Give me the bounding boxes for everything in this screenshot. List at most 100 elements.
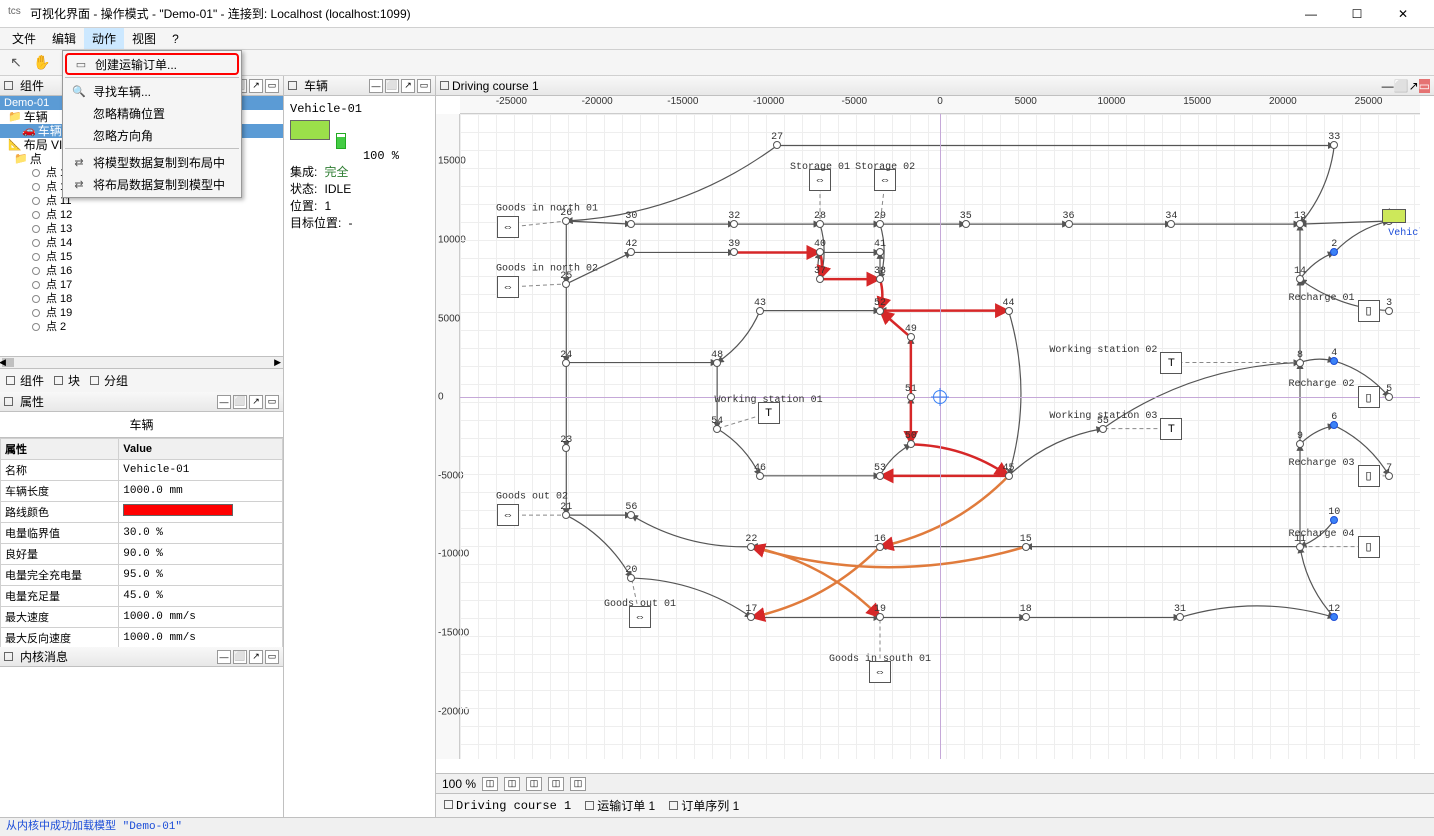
tab-orders[interactable]: 运输订单 1 bbox=[585, 797, 655, 814]
prop-row[interactable]: 电量充足量45.0 % bbox=[1, 586, 283, 607]
vehicle-marker[interactable] bbox=[1382, 209, 1406, 223]
zoom-btn[interactable]: ◫ bbox=[570, 777, 586, 791]
tool-pan[interactable]: ✋ bbox=[30, 52, 54, 74]
tree-point[interactable]: 点 16 bbox=[0, 264, 283, 278]
close-button[interactable]: ✕ bbox=[1380, 0, 1426, 28]
zoom-btn[interactable]: ◫ bbox=[526, 777, 542, 791]
location-box[interactable]: ▯ bbox=[1358, 536, 1380, 558]
location-box[interactable]: ▯ bbox=[1358, 300, 1380, 322]
panel-max-icon[interactable]: ⬜ bbox=[385, 79, 399, 93]
panel-min-icon[interactable]: — bbox=[217, 650, 231, 664]
node-label: 17 bbox=[745, 604, 757, 615]
panel-title: 组件 bbox=[20, 77, 44, 94]
menu-file[interactable]: 文件 bbox=[4, 28, 44, 49]
panel-max-icon[interactable]: ⬜ bbox=[233, 650, 247, 664]
panel-close-icon[interactable]: ▭ bbox=[265, 79, 279, 93]
panel-close-icon[interactable]: ▭ bbox=[265, 650, 279, 664]
tree-point[interactable]: 点 12 bbox=[0, 208, 283, 222]
tool-select[interactable]: ↖ bbox=[4, 52, 28, 74]
node-label: 10 bbox=[1328, 507, 1340, 518]
location-box[interactable]: ▯ bbox=[1358, 386, 1380, 408]
prop-row[interactable]: 良好量90.0 % bbox=[1, 544, 283, 565]
tab-groups[interactable]: 分组 bbox=[90, 372, 128, 389]
node-label: 49 bbox=[905, 324, 917, 335]
panel-ext-icon[interactable]: ↗ bbox=[249, 79, 263, 93]
panel-ext-icon[interactable]: ↗ bbox=[249, 650, 263, 664]
prop-row[interactable]: 电量完全充电量95.0 % bbox=[1, 565, 283, 586]
node-label: 45 bbox=[1003, 463, 1015, 474]
zoom-btn[interactable]: ◫ bbox=[504, 777, 520, 791]
location-box[interactable]: ▯ bbox=[1358, 465, 1380, 487]
veh-int-lbl: 集成: bbox=[290, 165, 317, 179]
location-label: Storage 02 bbox=[855, 162, 915, 173]
node-label: 40 bbox=[814, 239, 826, 250]
panel-max-icon[interactable]: ⬜ bbox=[233, 395, 247, 409]
props-table[interactable]: 属性Value 名称Vehicle-01车辆长度1000.0 mm路线颜色电量临… bbox=[0, 438, 283, 647]
location-label: Goods in north 02 bbox=[496, 264, 598, 275]
tab-sequences[interactable]: 订单序列 1 bbox=[669, 797, 739, 814]
tree-point[interactable]: 点 2 bbox=[0, 320, 283, 334]
location-box[interactable]: ⇔ bbox=[497, 216, 519, 238]
location-label: Storage 01 bbox=[790, 162, 850, 173]
dd-label: 将布局数据复制到模型中 bbox=[93, 176, 225, 193]
minimize-button[interactable]: — bbox=[1288, 0, 1334, 28]
dd-ignore-orient[interactable]: 忽略方向角 bbox=[65, 124, 239, 146]
panel-min-icon[interactable]: — bbox=[217, 395, 231, 409]
location-box[interactable]: T bbox=[1160, 418, 1182, 440]
prop-row[interactable]: 路线颜色 bbox=[1, 502, 283, 523]
action-dropdown: ▭创建运输订单... 🔍寻找车辆... 忽略精确位置 忽略方向角 ⇄将模型数据复… bbox=[62, 50, 242, 198]
menu-edit[interactable]: 编辑 bbox=[44, 28, 84, 49]
zoom-btn[interactable]: ◫ bbox=[548, 777, 564, 791]
panel-ext-icon[interactable]: ↗ bbox=[1409, 79, 1419, 93]
tree-point[interactable]: 点 17 bbox=[0, 278, 283, 292]
ruler-horizontal: -25000-20000-15000-10000-500005000100001… bbox=[460, 96, 1420, 114]
prop-row[interactable]: 名称Vehicle-01 bbox=[1, 460, 283, 481]
tree-point[interactable]: 点 14 bbox=[0, 236, 283, 250]
node-label: 23 bbox=[560, 434, 572, 445]
location-box[interactable]: ⇔ bbox=[497, 276, 519, 298]
panel-min-icon[interactable]: — bbox=[1382, 79, 1394, 93]
panel-close-icon[interactable]: ▭ bbox=[1419, 79, 1430, 93]
maximize-button[interactable]: ☐ bbox=[1334, 0, 1380, 28]
properties-header: 属性 —⬜↗▭ bbox=[0, 392, 283, 412]
tab-blocks[interactable]: 块 bbox=[54, 372, 80, 389]
dd-find-vehicle[interactable]: 🔍寻找车辆... bbox=[65, 80, 239, 102]
menu-action[interactable]: 动作 bbox=[84, 28, 124, 49]
location-box[interactable]: T bbox=[1160, 352, 1182, 374]
tree-point[interactable]: 点 19 bbox=[0, 306, 283, 320]
panel-max-icon[interactable]: ⬜ bbox=[1394, 79, 1409, 93]
dd-copy-l2m[interactable]: ⇄将布局数据复制到模型中 bbox=[65, 173, 239, 195]
tree-point[interactable]: 点 13 bbox=[0, 222, 283, 236]
panel-min-icon[interactable]: — bbox=[369, 79, 383, 93]
prop-row[interactable]: 电量临界值30.0 % bbox=[1, 523, 283, 544]
dd-ignore-pos[interactable]: 忽略精确位置 bbox=[65, 102, 239, 124]
prop-row[interactable]: 最大速度1000.0 mm/s bbox=[1, 607, 283, 628]
tree-hscroll[interactable]: ▶◀ bbox=[0, 356, 283, 368]
panel-ext-icon[interactable]: ↗ bbox=[249, 395, 263, 409]
prop-row[interactable]: 最大反向速度1000.0 mm/s bbox=[1, 628, 283, 648]
panel-close-icon[interactable]: ▭ bbox=[417, 79, 431, 93]
course-canvas[interactable]: ⇔Storage 01⇔Storage 02⇔Goods in north 01… bbox=[460, 114, 1420, 759]
prop-row[interactable]: 车辆长度1000.0 mm bbox=[1, 481, 283, 502]
course-canvas-wrap: -25000-20000-15000-10000-500005000100001… bbox=[436, 96, 1434, 773]
menu-help[interactable]: ? bbox=[164, 30, 187, 48]
node-label: 7 bbox=[1386, 463, 1392, 474]
location-label: Working station 02 bbox=[1049, 345, 1157, 356]
tab-components[interactable]: 组件 bbox=[6, 372, 44, 389]
zoom-btn[interactable]: ◫ bbox=[482, 777, 498, 791]
battery-icon bbox=[336, 133, 346, 149]
panel-close-icon[interactable]: ▭ bbox=[265, 395, 279, 409]
node-label: 3 bbox=[1386, 297, 1392, 308]
location-box[interactable]: ⇔ bbox=[497, 504, 519, 526]
panel-ext-icon[interactable]: ↗ bbox=[401, 79, 415, 93]
menu-view[interactable]: 视图 bbox=[124, 28, 164, 49]
node-label: 26 bbox=[560, 208, 572, 219]
tree-point[interactable]: 点 18 bbox=[0, 292, 283, 306]
dd-create-order[interactable]: ▭创建运输订单... bbox=[65, 53, 239, 75]
tree-point[interactable]: 点 15 bbox=[0, 250, 283, 264]
node-label: 20 bbox=[625, 565, 637, 576]
dd-copy-m2l[interactable]: ⇄将模型数据复制到布局中 bbox=[65, 151, 239, 173]
tab-course[interactable]: Driving course 1 bbox=[444, 798, 571, 813]
veh-state-lbl: 状态: bbox=[290, 182, 317, 196]
node-label: 33 bbox=[1328, 132, 1340, 143]
